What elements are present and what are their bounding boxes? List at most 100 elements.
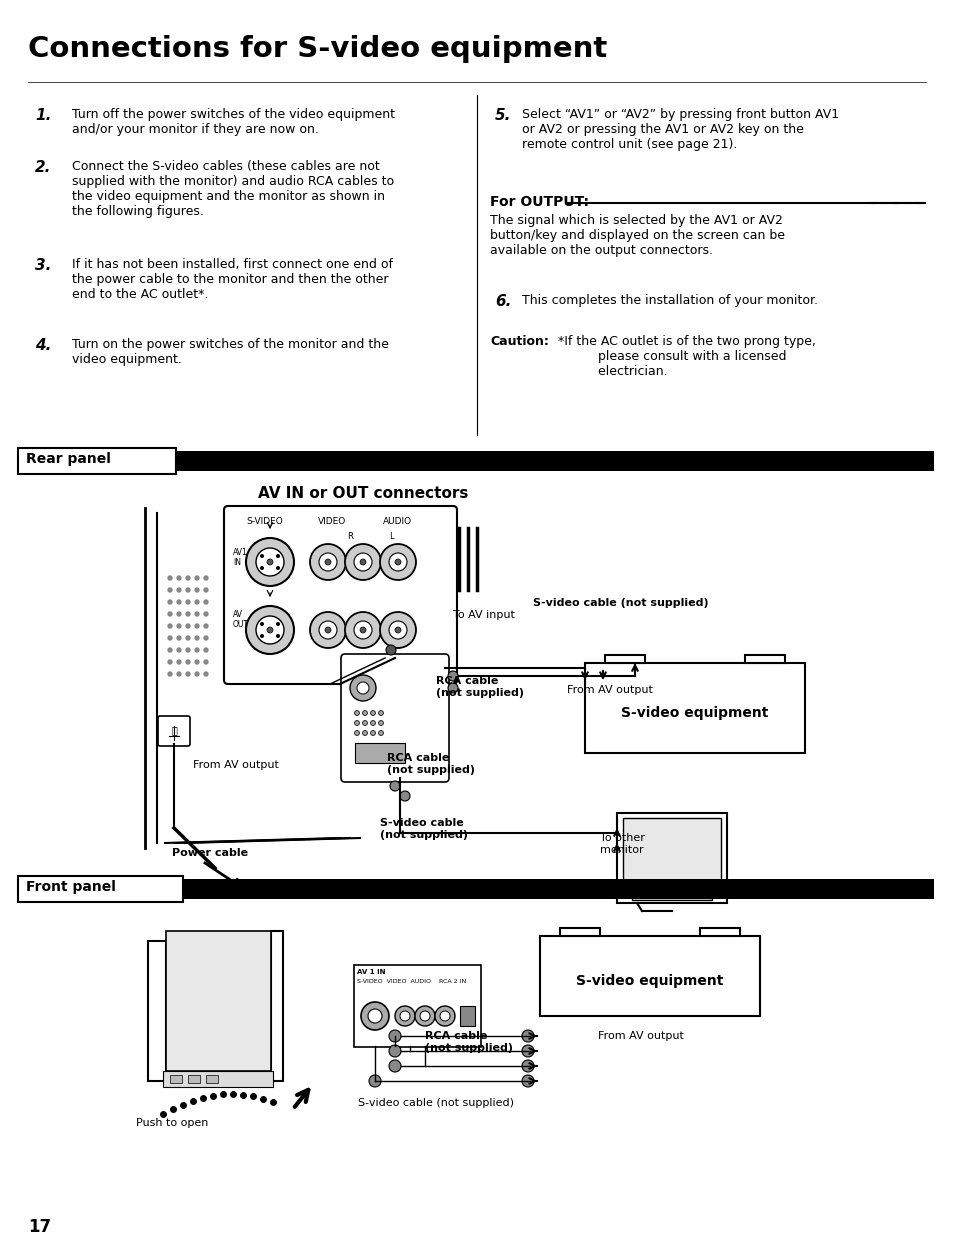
Bar	[744, 655, 784, 663]
Circle shape	[204, 660, 208, 664]
Circle shape	[204, 612, 208, 616]
Text: S-VIDEO  VIDEO  AUDIO    RCA 2 IN: S-VIDEO VIDEO AUDIO RCA 2 IN	[356, 979, 466, 984]
Circle shape	[419, 1011, 430, 1021]
Circle shape	[194, 660, 199, 664]
Text: From AV output: From AV output	[598, 1031, 683, 1041]
Text: Select “AV1” or “AV2” by pressing front button AV1
or AV2 or pressing the AV1 or: Select “AV1” or “AV2” by pressing front …	[521, 108, 839, 152]
Circle shape	[186, 636, 190, 640]
Circle shape	[318, 553, 336, 571]
Circle shape	[360, 1002, 389, 1030]
Text: RCA cable
(not supplied): RCA cable (not supplied)	[436, 676, 523, 698]
Bar	[604, 655, 644, 663]
Circle shape	[356, 682, 369, 694]
Circle shape	[362, 710, 367, 715]
Text: 6.: 6.	[495, 294, 511, 309]
Circle shape	[275, 554, 280, 558]
Circle shape	[255, 548, 284, 576]
Circle shape	[369, 1076, 380, 1087]
Bar	[18, 448, 175, 474]
Bar	[166, 932, 271, 1071]
Text: Push to open: Push to open	[136, 1118, 208, 1128]
Circle shape	[386, 645, 395, 655]
Bar	[271, 932, 283, 1081]
Circle shape	[350, 674, 375, 700]
Circle shape	[275, 566, 280, 570]
Bar	[163, 1071, 273, 1087]
Text: 2.: 2.	[35, 160, 51, 175]
Circle shape	[168, 576, 172, 580]
Circle shape	[359, 627, 366, 633]
Circle shape	[260, 554, 264, 558]
Circle shape	[521, 1059, 534, 1072]
Text: Connect the S-video cables (these cables are not
supplied with the monitor) and : Connect the S-video cables (these cables…	[71, 160, 394, 219]
FancyBboxPatch shape	[158, 715, 190, 746]
Circle shape	[448, 683, 457, 693]
Text: 3.: 3.	[35, 258, 51, 273]
Text: *If the AC outlet is of the two prong type,
          please consult with a lice: *If the AC outlet is of the two prong ty…	[558, 335, 815, 378]
Circle shape	[435, 1006, 455, 1026]
Circle shape	[370, 720, 375, 725]
Text: S-video equipment: S-video equipment	[620, 705, 768, 720]
Circle shape	[275, 633, 280, 638]
Circle shape	[345, 544, 380, 580]
FancyBboxPatch shape	[539, 936, 760, 1016]
Circle shape	[168, 648, 172, 652]
Circle shape	[186, 576, 190, 580]
Text: Turn on the power switches of the monitor and the
video equipment.: Turn on the power switches of the monito…	[71, 338, 389, 366]
Circle shape	[168, 612, 172, 616]
Circle shape	[390, 781, 399, 791]
Circle shape	[355, 710, 359, 715]
Text: Turn off the power switches of the video equipment
and/or your monitor if they a: Turn off the power switches of the video…	[71, 108, 395, 137]
Text: L: L	[388, 532, 393, 542]
Bar	[170, 1076, 182, 1083]
Circle shape	[378, 710, 383, 715]
Text: Power cable: Power cable	[172, 848, 248, 858]
Circle shape	[362, 730, 367, 735]
FancyBboxPatch shape	[340, 655, 449, 782]
Text: S-VIDEO: S-VIDEO	[246, 517, 282, 527]
Circle shape	[448, 671, 457, 681]
Text: S-video cable (not supplied): S-video cable (not supplied)	[357, 1098, 514, 1108]
Circle shape	[255, 616, 284, 645]
Bar	[631, 888, 711, 900]
Text: Rear panel: Rear panel	[26, 452, 111, 466]
Bar	[700, 928, 740, 936]
Circle shape	[389, 621, 407, 638]
Circle shape	[168, 600, 172, 604]
Circle shape	[275, 622, 280, 626]
Circle shape	[260, 622, 264, 626]
Circle shape	[354, 553, 372, 571]
Circle shape	[378, 730, 383, 735]
Text: To AV input: To AV input	[453, 610, 515, 620]
Circle shape	[260, 633, 264, 638]
Circle shape	[246, 538, 294, 586]
Circle shape	[177, 672, 181, 676]
Circle shape	[186, 600, 190, 604]
Text: To other
monitor: To other monitor	[599, 833, 644, 854]
Text: 17: 17	[28, 1218, 51, 1236]
Circle shape	[177, 636, 181, 640]
Text: AC outlet: AC outlet	[357, 888, 409, 898]
Circle shape	[168, 636, 172, 640]
Circle shape	[204, 600, 208, 604]
Circle shape	[204, 587, 208, 592]
Text: The signal which is selected by the AV1 or AV2
button/key and displayed on the s: The signal which is selected by the AV1 …	[490, 214, 784, 257]
Circle shape	[204, 623, 208, 628]
Circle shape	[204, 576, 208, 580]
Circle shape	[168, 587, 172, 592]
Bar	[18, 876, 183, 902]
Circle shape	[186, 648, 190, 652]
Text: AV 1 IN: AV 1 IN	[356, 969, 385, 975]
Circle shape	[355, 730, 359, 735]
Circle shape	[204, 672, 208, 676]
Circle shape	[177, 576, 181, 580]
Circle shape	[310, 612, 346, 648]
Circle shape	[267, 627, 273, 633]
Circle shape	[186, 672, 190, 676]
Bar	[355, 743, 405, 763]
Circle shape	[395, 559, 400, 565]
Circle shape	[521, 1076, 534, 1087]
Text: From AV output: From AV output	[193, 760, 278, 770]
Bar	[206, 1076, 218, 1083]
Circle shape	[521, 1045, 534, 1057]
